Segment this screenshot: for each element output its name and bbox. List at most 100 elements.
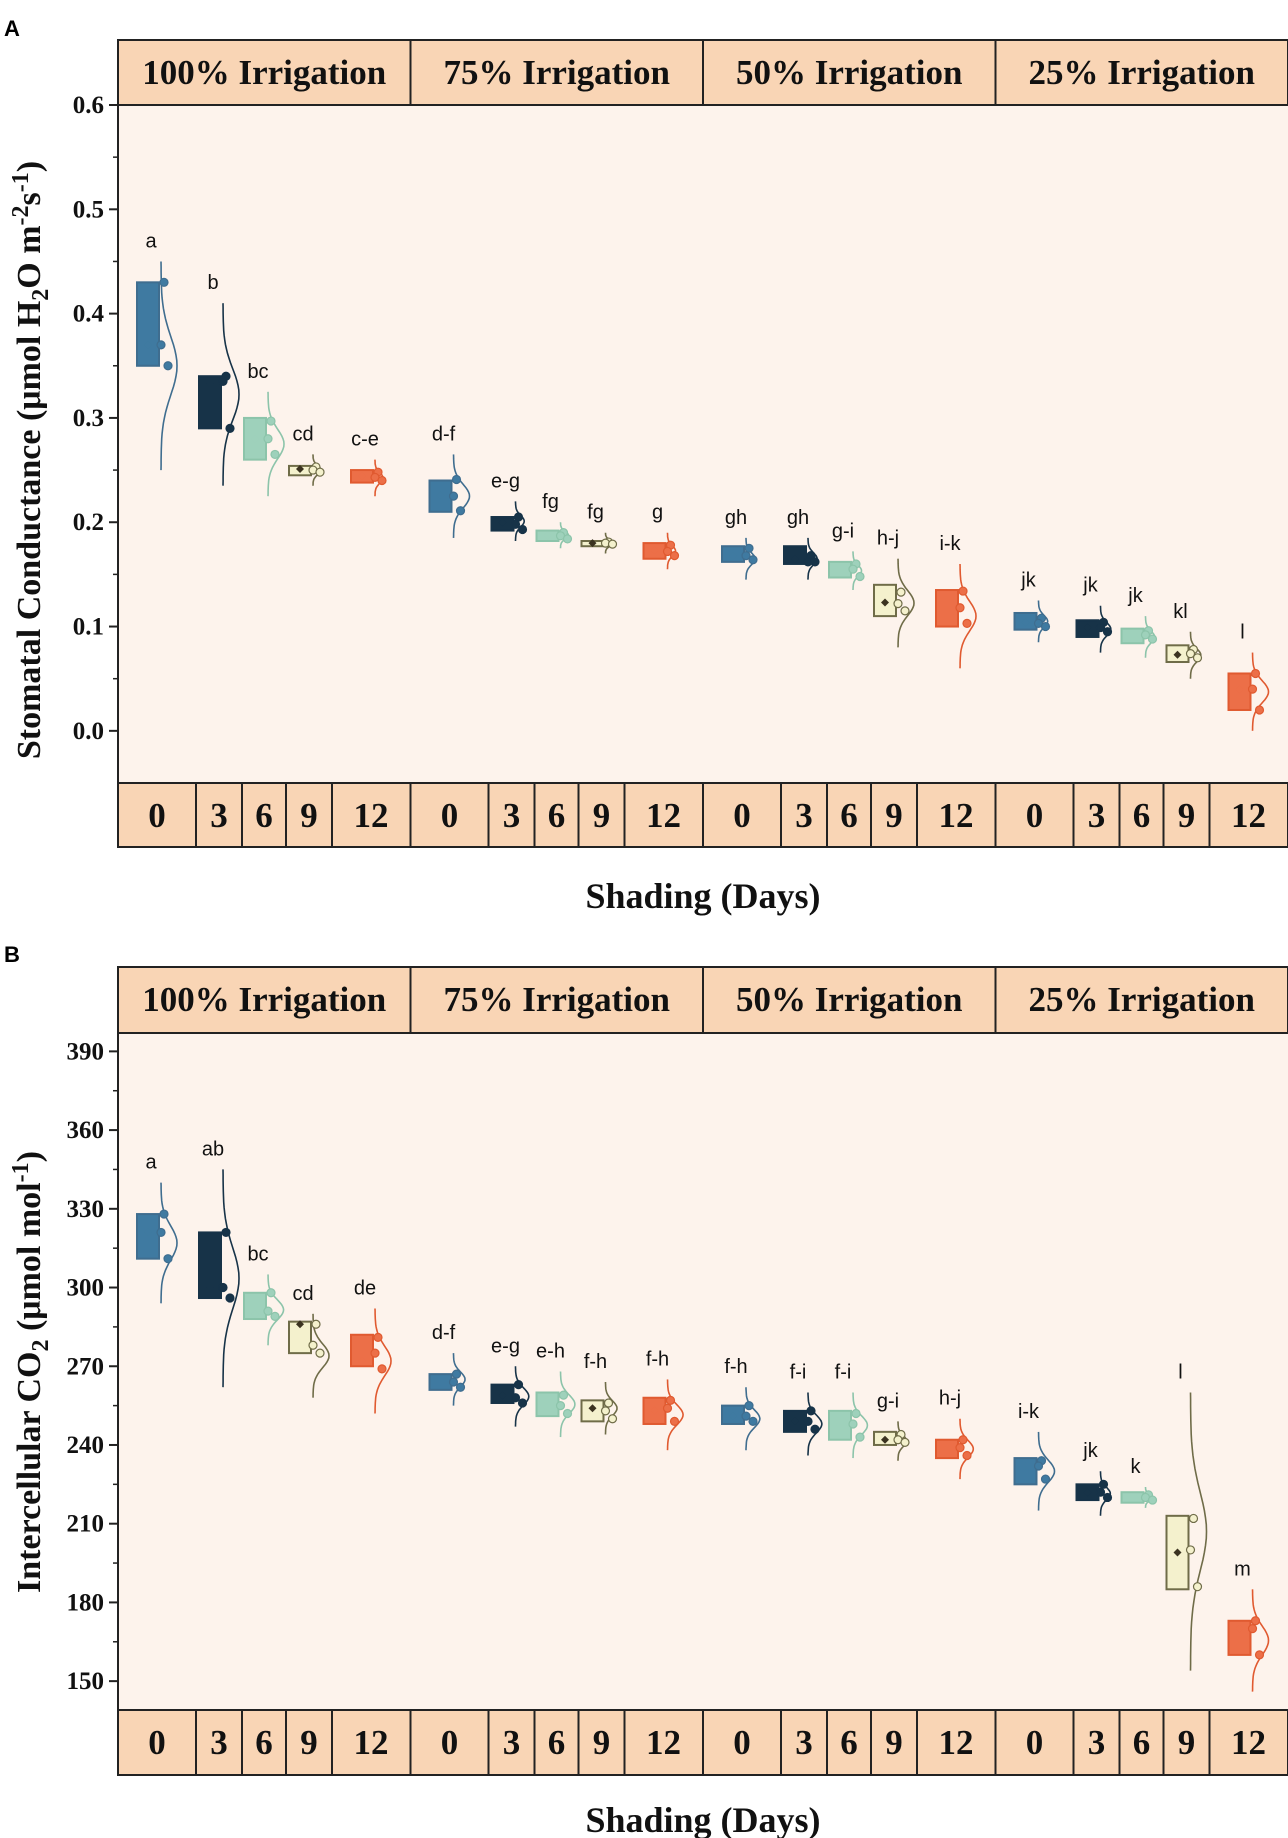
mean-marker <box>588 1404 597 1413</box>
mean-marker <box>588 539 597 548</box>
box <box>1013 1457 1038 1486</box>
series-25-day-12: m <box>1227 1558 1270 1692</box>
shading-day-label: 9 <box>1178 1723 1196 1762</box>
data-point <box>662 1403 673 1413</box>
data-point <box>1147 1495 1158 1505</box>
data-point <box>510 1393 521 1403</box>
data-point <box>1033 1461 1044 1471</box>
irrigation-group-label: 75% Irrigation <box>443 980 670 1019</box>
significance-letter: g-i <box>832 520 854 542</box>
data-point <box>315 467 325 477</box>
density-curve <box>267 1274 285 1346</box>
mean-marker <box>296 1320 304 1329</box>
series-75-day-12: f-h <box>642 1348 684 1451</box>
y-tick-label: 0.4 <box>73 301 105 328</box>
box <box>136 281 160 367</box>
data-point <box>955 1442 965 1453</box>
irrigation-group-label: 75% Irrigation <box>443 53 670 92</box>
mean-marker <box>1128 631 1137 640</box>
series-100-day-12: c-e <box>350 429 387 497</box>
data-point <box>221 1227 231 1238</box>
panel-B: B 100% Irrigation 75% Irrigation 50% Irriga… <box>4 942 1288 1838</box>
y-axis-label-part: -2 <box>8 205 34 225</box>
data-point <box>513 1380 524 1390</box>
density-curve <box>222 303 240 486</box>
data-point <box>1040 1474 1051 1484</box>
mean-marker <box>836 565 844 574</box>
data-point <box>603 1398 614 1408</box>
density-curve <box>160 1182 178 1304</box>
data-point <box>1185 649 1196 659</box>
y-tick-label: 240 <box>67 1432 105 1459</box>
series-50-day-12: h-j <box>935 1388 975 1480</box>
y-tick-label: 0.1 <box>73 614 104 641</box>
significance-letter: h-j <box>877 528 899 550</box>
data-point <box>159 277 169 287</box>
y-axis-label-part: 2 <box>28 1340 54 1352</box>
data-point <box>1095 1487 1106 1497</box>
data-point <box>848 1419 858 1429</box>
series-50-day-6: g-i <box>828 520 865 590</box>
density-curve <box>452 1353 466 1406</box>
data-point <box>607 1414 618 1424</box>
shading-day-label: 0 <box>148 1723 166 1762</box>
data-point <box>896 587 906 597</box>
density-curve <box>514 1366 530 1427</box>
data-point <box>669 551 680 561</box>
data-point <box>741 1411 751 1421</box>
x-axis-label: Shading (Days) <box>585 1800 820 1838</box>
data-point <box>741 551 751 561</box>
mean-marker <box>881 598 889 607</box>
shading-day-label: 3 <box>795 796 813 835</box>
mean-marker <box>144 340 152 349</box>
data-point <box>1095 622 1106 633</box>
shading-day-label: 9 <box>300 1723 318 1762</box>
shading-day-label: 0 <box>733 1723 751 1762</box>
mean-marker <box>1083 1488 1092 1497</box>
series-25-day-9: kl <box>1165 601 1203 679</box>
series-100-day-3: b <box>198 272 240 486</box>
panel-A: A 100% Irrigation 75% Irrigation 50% Irriga… <box>4 16 1288 916</box>
data-point <box>1147 634 1158 644</box>
panel-letter: A <box>4 16 20 41</box>
y-tick-label: 390 <box>67 1038 105 1065</box>
shading-day-label: 9 <box>1178 796 1196 835</box>
shading-day-label: 3 <box>503 1723 521 1762</box>
data-point <box>810 557 820 567</box>
mean-marker <box>729 1412 737 1421</box>
significance-letter: ab <box>202 1138 224 1160</box>
series-50-day-9: g-i <box>873 1390 910 1461</box>
significance-letter: i-k <box>939 533 961 555</box>
significance-letter: fg <box>587 502 604 524</box>
mean-marker <box>1173 1548 1182 1557</box>
y-tick-label: 0.6 <box>73 92 104 119</box>
data-point <box>455 506 466 516</box>
significance-letter: jk <box>1020 569 1036 591</box>
density-curve <box>604 1382 618 1435</box>
data-point <box>163 361 173 371</box>
mean-marker <box>358 472 366 481</box>
data-point <box>848 564 858 574</box>
significance-letter: a <box>145 230 157 252</box>
y-tick-label: 0.3 <box>73 405 104 432</box>
mean-marker <box>251 1309 259 1318</box>
series-25-day-3: jk <box>1075 575 1113 653</box>
data-point <box>1102 1492 1113 1503</box>
series-75-day-3: e-g <box>490 470 528 541</box>
y-tick-label: 210 <box>67 1511 105 1538</box>
shading-day-label: 3 <box>1088 1723 1106 1762</box>
mean-marker <box>498 518 507 527</box>
series-50-day-3: f-i <box>783 1361 823 1456</box>
mean-marker <box>296 465 304 474</box>
data-point <box>958 1435 968 1445</box>
data-point <box>225 423 235 433</box>
y-axis-label-part: -1 <box>8 1162 34 1182</box>
density-curve <box>452 454 471 538</box>
data-point <box>163 1254 173 1264</box>
data-point <box>159 1209 169 1219</box>
data-point <box>665 1395 676 1405</box>
data-point <box>1254 1650 1265 1660</box>
data-point <box>266 416 276 426</box>
data-point <box>1188 1513 1199 1524</box>
data-point <box>218 376 228 387</box>
